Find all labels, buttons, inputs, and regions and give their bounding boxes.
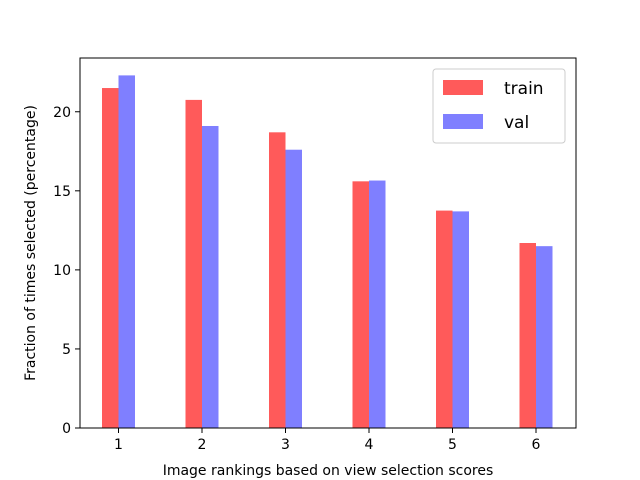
bar-train-4 [352, 181, 369, 428]
x-tick-label-3: 3 [281, 437, 290, 453]
legend-label-train: train [504, 79, 544, 99]
y-tick-label-10: 10 [53, 263, 71, 279]
x-axis: 1 2 3 4 5 6 [114, 428, 541, 453]
bar-train-2 [185, 99, 202, 429]
y-tick-label-0: 0 [62, 421, 71, 437]
bar-val-3 [285, 149, 302, 428]
bar-train-3 [269, 132, 286, 428]
x-tick-label-5: 5 [448, 437, 457, 453]
bar-val-1 [118, 75, 135, 428]
x-tick-label-4: 4 [365, 437, 374, 453]
bar-train-5 [436, 210, 453, 428]
legend-swatch-train [443, 80, 483, 95]
y-axis-label: Fraction of times selected (percentage) [23, 105, 39, 381]
y-tick-label-5: 5 [62, 342, 71, 358]
x-axis-label: Image rankings based on view selection s… [163, 463, 494, 479]
bar-val-6 [536, 246, 553, 428]
y-tick-label-20: 20 [53, 105, 71, 121]
bar-val-5 [452, 211, 469, 428]
x-tick-label-1: 1 [114, 437, 123, 453]
legend: train val [432, 68, 566, 144]
bar-train-6 [519, 243, 536, 428]
plot-frame [79, 57, 577, 429]
y-axis: 0 5 10 15 20 [53, 105, 80, 437]
legend-label-val: val [504, 113, 529, 133]
x-tick-label-6: 6 [532, 437, 541, 453]
x-tick-label-2: 2 [198, 437, 207, 453]
bars-layer [102, 75, 553, 429]
bar-val-2 [202, 125, 219, 429]
bar-train-1 [102, 88, 119, 428]
legend-swatch-val [443, 114, 483, 129]
bar-val-4 [369, 180, 386, 428]
y-tick-label-15: 15 [53, 184, 71, 200]
